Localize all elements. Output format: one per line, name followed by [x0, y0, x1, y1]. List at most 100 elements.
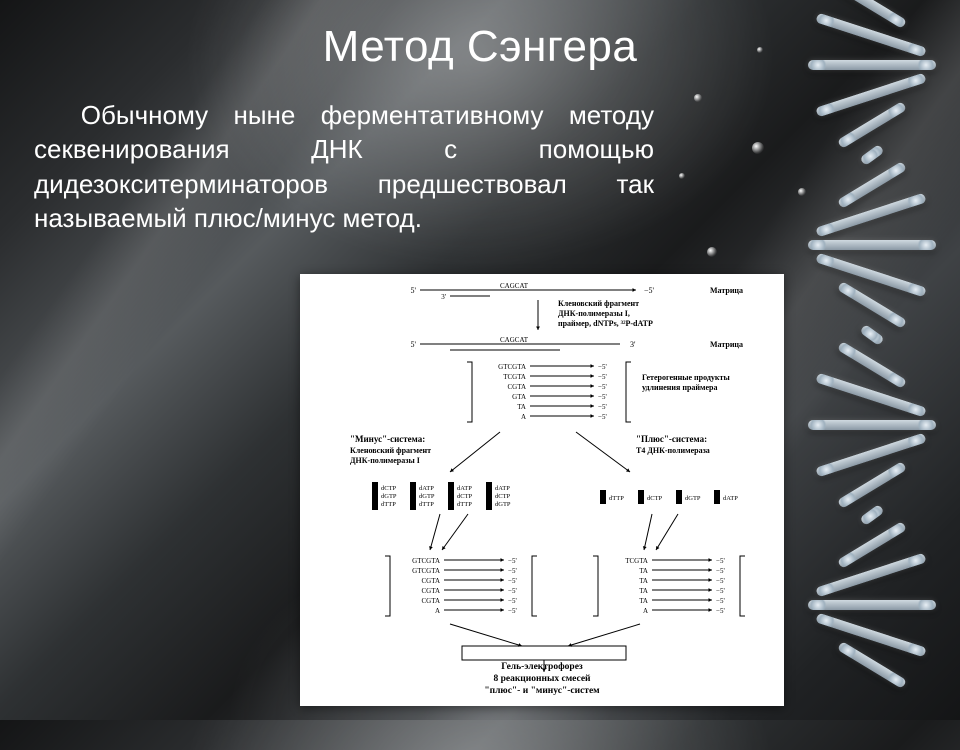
svg-text:−5': −5' — [716, 597, 725, 605]
sparkle-dot — [694, 94, 702, 102]
svg-text:Кленовский фрагмент: Кленовский фрагмент — [558, 299, 639, 308]
svg-text:dGTP: dGTP — [381, 493, 397, 500]
svg-text:−5': −5' — [598, 413, 607, 421]
slide-body-text: Обычному ныне ферментативному методу сек… — [34, 98, 654, 235]
svg-text:A: A — [435, 607, 440, 615]
helix-rung — [816, 613, 928, 658]
svg-text:Матрица: Матрица — [710, 286, 743, 295]
svg-text:A: A — [643, 607, 648, 615]
svg-text:dCTP: dCTP — [457, 493, 473, 500]
diagram-svg: 5'CAGCAT−5'Матрица3'Кленовский фрагментД… — [300, 274, 784, 706]
svg-text:−5': −5' — [716, 577, 725, 585]
helix-rung — [816, 433, 928, 478]
svg-text:TCGTA: TCGTA — [503, 373, 526, 381]
svg-text:Гетерогенные продукты: Гетерогенные продукты — [642, 373, 730, 382]
dna-helix-decoration — [799, 0, 944, 750]
helix-rung — [859, 144, 884, 166]
svg-text:5': 5' — [411, 340, 417, 349]
svg-text:−5': −5' — [716, 567, 725, 575]
svg-text:dATP: dATP — [495, 485, 510, 492]
svg-text:GTCGTA: GTCGTA — [498, 363, 526, 371]
sparkle-dot — [757, 47, 763, 53]
svg-text:dATP: dATP — [723, 495, 738, 502]
svg-text:T4 ДНК-полимераза: T4 ДНК-полимераза — [636, 446, 710, 455]
svg-text:dCTP: dCTP — [495, 493, 511, 500]
svg-text:Кленовский фрагмент: Кленовский фрагмент — [350, 446, 431, 455]
helix-rung — [816, 253, 928, 298]
svg-text:−5': −5' — [598, 393, 607, 401]
sparkle-dot — [707, 247, 717, 257]
svg-text:CAGCAT: CAGCAT — [500, 282, 529, 290]
svg-text:TA: TA — [639, 577, 648, 585]
svg-text:GTA: GTA — [512, 393, 526, 401]
svg-text:A: A — [521, 413, 526, 421]
svg-text:−5': −5' — [508, 597, 517, 605]
svg-text:−5': −5' — [508, 567, 517, 575]
svg-text:−5': −5' — [598, 363, 607, 371]
helix-rung — [816, 13, 928, 58]
svg-text:Матрица: Матрица — [710, 340, 743, 349]
svg-text:CGTA: CGTA — [422, 587, 441, 595]
svg-text:−5': −5' — [598, 403, 607, 411]
helix-rung — [816, 553, 928, 598]
svg-text:"Плюс"-система:: "Плюс"-система: — [636, 434, 707, 444]
svg-text:TA: TA — [639, 587, 648, 595]
helix-rung — [808, 600, 936, 610]
svg-text:−5': −5' — [644, 286, 655, 295]
helix-rung — [836, 461, 906, 509]
svg-text:TA: TA — [517, 403, 526, 411]
helix-rung — [859, 504, 884, 526]
svg-text:dGTP: dGTP — [495, 501, 511, 508]
final-caption-text: Гель-электрофорез 8 реакционных смесей "… — [484, 662, 599, 696]
sparkle-dot — [798, 188, 806, 196]
svg-text:dTTP: dTTP — [381, 501, 396, 508]
helix-rung — [808, 240, 936, 250]
sparkle-dot — [679, 173, 685, 179]
svg-text:GTCGTA: GTCGTA — [412, 567, 440, 575]
svg-text:праймер, dNTPs, ³²P-dATP: праймер, dNTPs, ³²P-dATP — [558, 319, 653, 328]
svg-text:3': 3' — [441, 293, 446, 301]
svg-text:GTCGTA: GTCGTA — [412, 557, 440, 565]
helix-rung — [808, 60, 936, 70]
svg-text:−5': −5' — [716, 607, 725, 615]
svg-text:ДНК-полимеразы I,: ДНК-полимеразы I, — [558, 309, 630, 318]
helix-rung — [816, 73, 928, 118]
svg-text:dCTP: dCTP — [647, 495, 663, 502]
svg-text:3': 3' — [630, 340, 636, 349]
svg-text:dATP: dATP — [457, 485, 472, 492]
helix-rung — [816, 373, 928, 418]
svg-text:dGTP: dGTP — [685, 495, 701, 502]
svg-text:5': 5' — [411, 286, 417, 295]
svg-text:CGTA: CGTA — [422, 597, 441, 605]
svg-text:удлинения праймера: удлинения праймера — [642, 383, 717, 392]
svg-text:dATP: dATP — [419, 485, 434, 492]
svg-text:−5': −5' — [716, 587, 725, 595]
svg-text:dGTP: dGTP — [419, 493, 435, 500]
svg-text:−5': −5' — [508, 557, 517, 565]
sparkle-dot — [752, 142, 764, 154]
svg-text:TA: TA — [639, 567, 648, 575]
svg-text:−5': −5' — [598, 373, 607, 381]
svg-text:−5': −5' — [598, 383, 607, 391]
svg-text:dTTP: dTTP — [609, 495, 624, 502]
sequencing-diagram: 5'CAGCAT−5'Матрица3'Кленовский фрагментД… — [300, 274, 784, 706]
svg-text:dTTP: dTTP — [457, 501, 472, 508]
svg-text:TA: TA — [639, 597, 648, 605]
svg-text:CGTA: CGTA — [508, 383, 527, 391]
diagram-final-caption: Гель-электрофорез 8 реакционных смесей "… — [300, 662, 784, 698]
svg-text:CAGCAT: CAGCAT — [500, 336, 529, 344]
svg-text:TCGTA: TCGTA — [625, 557, 648, 565]
svg-text:dTTP: dTTP — [419, 501, 434, 508]
svg-text:−5': −5' — [508, 587, 517, 595]
svg-text:dCTP: dCTP — [381, 485, 397, 492]
svg-text:−5': −5' — [508, 607, 517, 615]
helix-rung — [808, 420, 936, 430]
helix-rung — [859, 324, 884, 346]
svg-text:"Минус"-система:: "Минус"-система: — [350, 434, 425, 444]
svg-text:CGTA: CGTA — [422, 577, 441, 585]
svg-text:−5': −5' — [716, 557, 725, 565]
helix-rung — [816, 193, 928, 238]
helix-rung — [836, 101, 906, 149]
svg-text:ДНК-полимеразы I: ДНК-полимеразы I — [350, 456, 420, 465]
svg-text:−5': −5' — [508, 577, 517, 585]
